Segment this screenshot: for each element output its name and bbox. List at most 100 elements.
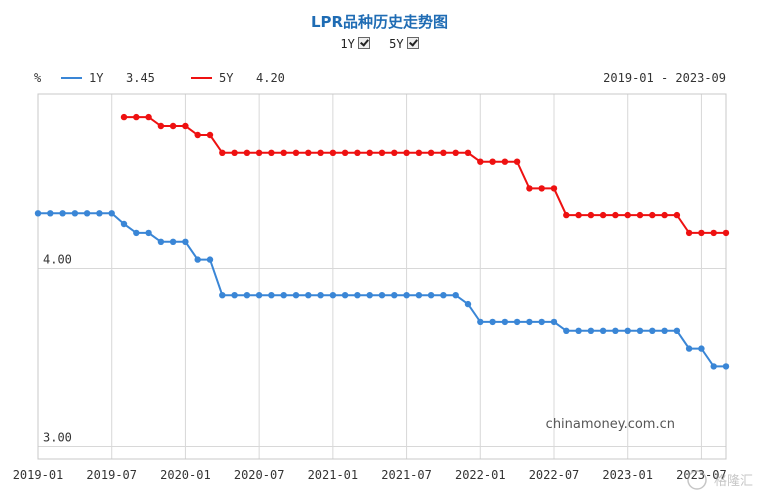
- data-point-1y[interactable]: [366, 292, 373, 299]
- data-point-5y[interactable]: [501, 158, 509, 165]
- data-point-5y[interactable]: [268, 149, 275, 156]
- data-point-1y[interactable]: [612, 327, 619, 334]
- data-point-5y[interactable]: [563, 211, 570, 219]
- data-point-1y[interactable]: [255, 292, 263, 299]
- data-point-1y[interactable]: [489, 318, 496, 326]
- data-point-5y[interactable]: [219, 149, 226, 156]
- data-point-5y[interactable]: [391, 149, 398, 156]
- data-point-1y[interactable]: [685, 345, 693, 352]
- data-point-1y[interactable]: [34, 210, 42, 217]
- data-point-5y[interactable]: [120, 113, 128, 121]
- data-point-5y[interactable]: [489, 158, 496, 165]
- data-point-1y[interactable]: [341, 292, 349, 299]
- data-point-5y[interactable]: [305, 149, 312, 156]
- data-point-1y[interactable]: [575, 327, 582, 334]
- data-point-5y[interactable]: [292, 149, 300, 156]
- data-point-5y[interactable]: [378, 149, 386, 156]
- data-point-5y[interactable]: [612, 211, 619, 219]
- data-point-1y[interactable]: [71, 210, 79, 217]
- data-point-5y[interactable]: [477, 158, 484, 165]
- data-point-5y[interactable]: [636, 211, 644, 219]
- data-point-5y[interactable]: [206, 131, 214, 139]
- data-point-5y[interactable]: [194, 131, 201, 139]
- data-point-1y[interactable]: [710, 363, 717, 370]
- data-point-5y[interactable]: [587, 211, 595, 219]
- legend-5y-name[interactable]: 5Y: [219, 71, 234, 85]
- data-point-5y[interactable]: [464, 149, 472, 156]
- data-point-5y[interactable]: [575, 211, 582, 219]
- data-point-1y[interactable]: [378, 292, 386, 299]
- data-point-1y[interactable]: [83, 210, 91, 217]
- data-point-1y[interactable]: [415, 292, 423, 299]
- data-point-1y[interactable]: [513, 318, 521, 326]
- data-point-5y[interactable]: [255, 149, 263, 156]
- data-point-5y[interactable]: [526, 185, 533, 192]
- data-point-1y[interactable]: [563, 327, 570, 334]
- data-point-1y[interactable]: [145, 229, 152, 237]
- data-point-5y[interactable]: [329, 149, 337, 156]
- data-point-1y[interactable]: [194, 256, 201, 263]
- data-point-1y[interactable]: [59, 210, 66, 217]
- data-point-5y[interactable]: [280, 149, 287, 156]
- data-point-5y[interactable]: [317, 149, 324, 156]
- data-point-1y[interactable]: [280, 292, 287, 299]
- toggle-1y[interactable]: 1Y: [340, 37, 370, 51]
- toggle-5y[interactable]: 5Y: [389, 37, 419, 51]
- data-point-5y[interactable]: [169, 122, 177, 130]
- data-point-1y[interactable]: [219, 292, 226, 299]
- data-point-5y[interactable]: [698, 229, 705, 237]
- data-point-1y[interactable]: [550, 318, 558, 326]
- checkbox-5y[interactable]: [406, 37, 419, 49]
- data-point-1y[interactable]: [182, 238, 189, 245]
- data-point-1y[interactable]: [403, 292, 410, 299]
- data-point-1y[interactable]: [538, 318, 545, 326]
- data-point-5y[interactable]: [538, 185, 545, 192]
- data-point-5y[interactable]: [145, 113, 152, 121]
- data-point-5y[interactable]: [182, 122, 189, 130]
- data-point-1y[interactable]: [206, 256, 214, 263]
- data-point-5y[interactable]: [366, 149, 373, 156]
- data-point-5y[interactable]: [673, 211, 681, 219]
- data-point-1y[interactable]: [243, 292, 251, 299]
- data-point-5y[interactable]: [157, 122, 165, 130]
- data-point-1y[interactable]: [698, 345, 705, 352]
- data-point-5y[interactable]: [427, 149, 435, 156]
- data-point-5y[interactable]: [341, 149, 349, 156]
- data-point-1y[interactable]: [440, 292, 447, 299]
- data-point-1y[interactable]: [391, 292, 398, 299]
- data-point-1y[interactable]: [649, 327, 656, 334]
- legend-1y-name[interactable]: 1Y: [89, 71, 104, 85]
- data-point-1y[interactable]: [722, 363, 730, 370]
- data-point-1y[interactable]: [305, 292, 312, 299]
- data-point-5y[interactable]: [624, 211, 631, 219]
- checkbox-1y[interactable]: [357, 37, 370, 49]
- data-point-5y[interactable]: [231, 149, 238, 156]
- data-point-5y[interactable]: [599, 211, 607, 219]
- data-point-5y[interactable]: [440, 149, 447, 156]
- data-point-5y[interactable]: [403, 149, 410, 156]
- data-point-5y[interactable]: [133, 113, 140, 121]
- data-point-1y[interactable]: [636, 327, 644, 334]
- data-point-5y[interactable]: [452, 149, 459, 156]
- data-point-1y[interactable]: [587, 327, 595, 334]
- data-point-1y[interactable]: [157, 238, 165, 245]
- data-point-5y[interactable]: [550, 185, 558, 192]
- data-point-1y[interactable]: [427, 292, 435, 299]
- data-point-5y[interactable]: [354, 149, 361, 156]
- data-point-1y[interactable]: [169, 238, 177, 245]
- data-point-1y[interactable]: [661, 327, 668, 334]
- data-point-5y[interactable]: [243, 149, 251, 156]
- data-point-1y[interactable]: [120, 220, 128, 228]
- data-point-5y[interactable]: [661, 211, 668, 219]
- data-point-1y[interactable]: [292, 292, 300, 299]
- data-point-1y[interactable]: [317, 292, 324, 299]
- data-point-1y[interactable]: [599, 327, 607, 334]
- data-point-1y[interactable]: [464, 300, 472, 308]
- data-point-5y[interactable]: [649, 211, 656, 219]
- data-point-1y[interactable]: [477, 318, 484, 326]
- data-point-5y[interactable]: [415, 149, 423, 156]
- data-point-5y[interactable]: [710, 229, 717, 237]
- data-point-1y[interactable]: [268, 292, 275, 299]
- data-point-1y[interactable]: [354, 292, 361, 299]
- data-point-1y[interactable]: [47, 210, 54, 217]
